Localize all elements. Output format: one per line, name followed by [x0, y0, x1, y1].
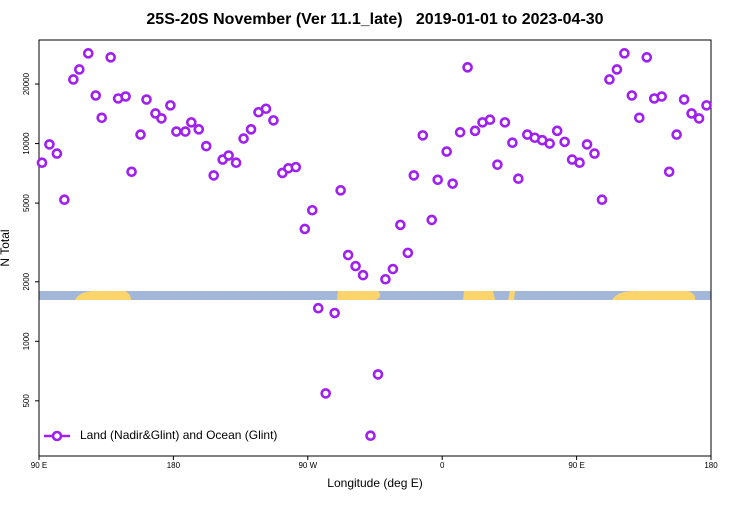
point	[492, 159, 503, 170]
point	[335, 185, 346, 196]
x-tick-label: 180	[704, 461, 718, 470]
point	[350, 260, 361, 272]
point	[507, 137, 518, 149]
point	[559, 136, 570, 148]
point	[663, 166, 675, 178]
point	[193, 124, 205, 135]
point	[701, 100, 712, 111]
point	[329, 307, 340, 319]
x-tick-label: 90 E	[568, 461, 584, 470]
point	[402, 247, 414, 259]
point	[581, 139, 593, 150]
point	[357, 269, 369, 281]
point	[619, 48, 630, 59]
x-tick-label: 180	[167, 461, 181, 470]
point	[395, 219, 406, 231]
point	[290, 161, 302, 173]
point	[44, 139, 55, 150]
point	[223, 150, 234, 161]
plot-frame	[38, 39, 712, 457]
point	[165, 100, 176, 111]
point	[626, 90, 638, 101]
point	[417, 130, 429, 141]
point	[611, 64, 623, 75]
point	[82, 48, 94, 59]
x-tick-label: 90 E	[31, 461, 47, 470]
chart-title: 25S-20S November (Ver 11.1_late) 2019-01…	[146, 11, 603, 28]
point	[312, 302, 324, 314]
point	[245, 124, 257, 135]
point	[171, 126, 182, 137]
y-tick-label: 10000	[22, 132, 31, 155]
point	[380, 273, 391, 285]
point	[90, 90, 102, 101]
point	[454, 127, 466, 138]
point	[372, 369, 384, 380]
y-tick-label: 20000	[22, 72, 31, 95]
point	[200, 140, 212, 152]
point	[408, 170, 420, 181]
point	[432, 174, 444, 186]
point	[268, 115, 279, 126]
point	[320, 388, 332, 399]
point	[589, 148, 600, 159]
point	[693, 113, 705, 124]
legend-label: Land (Nadir&Glint) and Ocean (Glint)	[80, 428, 277, 442]
point	[156, 113, 167, 124]
point	[68, 74, 79, 85]
point	[180, 126, 191, 137]
point	[513, 173, 524, 185]
point	[604, 74, 615, 85]
point	[238, 133, 249, 144]
point	[126, 166, 137, 178]
point	[260, 103, 272, 115]
y-tick-label: 2000	[22, 272, 31, 290]
point	[342, 249, 354, 261]
legend-marker	[51, 430, 63, 442]
point	[447, 178, 458, 189]
point	[634, 112, 645, 124]
point	[462, 62, 473, 73]
point	[469, 125, 481, 137]
point	[299, 223, 311, 235]
point	[96, 112, 108, 124]
point	[686, 108, 697, 119]
point	[596, 194, 608, 206]
x-tick-label: 90 W	[298, 461, 317, 470]
point	[141, 94, 152, 105]
y-axis-label: N Total	[0, 229, 12, 266]
point	[641, 52, 653, 63]
point	[135, 129, 146, 140]
point	[365, 430, 376, 442]
point	[551, 125, 563, 137]
point	[120, 91, 131, 102]
point	[671, 129, 682, 140]
point	[441, 146, 452, 157]
y-tick-label: 500	[22, 394, 31, 408]
y-tick-label: 1000	[22, 332, 31, 350]
point	[36, 157, 48, 169]
point	[678, 94, 690, 105]
point	[387, 263, 399, 275]
y-tick-label: 5000	[22, 194, 31, 212]
point	[105, 52, 116, 63]
point	[426, 214, 438, 226]
point	[208, 170, 220, 181]
point	[186, 117, 197, 128]
point	[544, 138, 556, 149]
point	[51, 148, 63, 159]
point	[484, 114, 496, 126]
point	[74, 64, 85, 75]
point	[499, 117, 511, 128]
point	[59, 194, 70, 206]
point	[656, 91, 668, 102]
point	[574, 157, 585, 169]
point	[230, 157, 242, 169]
map-strip	[39, 290, 711, 300]
x-tick-label: 0	[440, 461, 445, 470]
point	[306, 204, 318, 216]
x-axis-label: Longitude (deg E)	[327, 476, 422, 490]
